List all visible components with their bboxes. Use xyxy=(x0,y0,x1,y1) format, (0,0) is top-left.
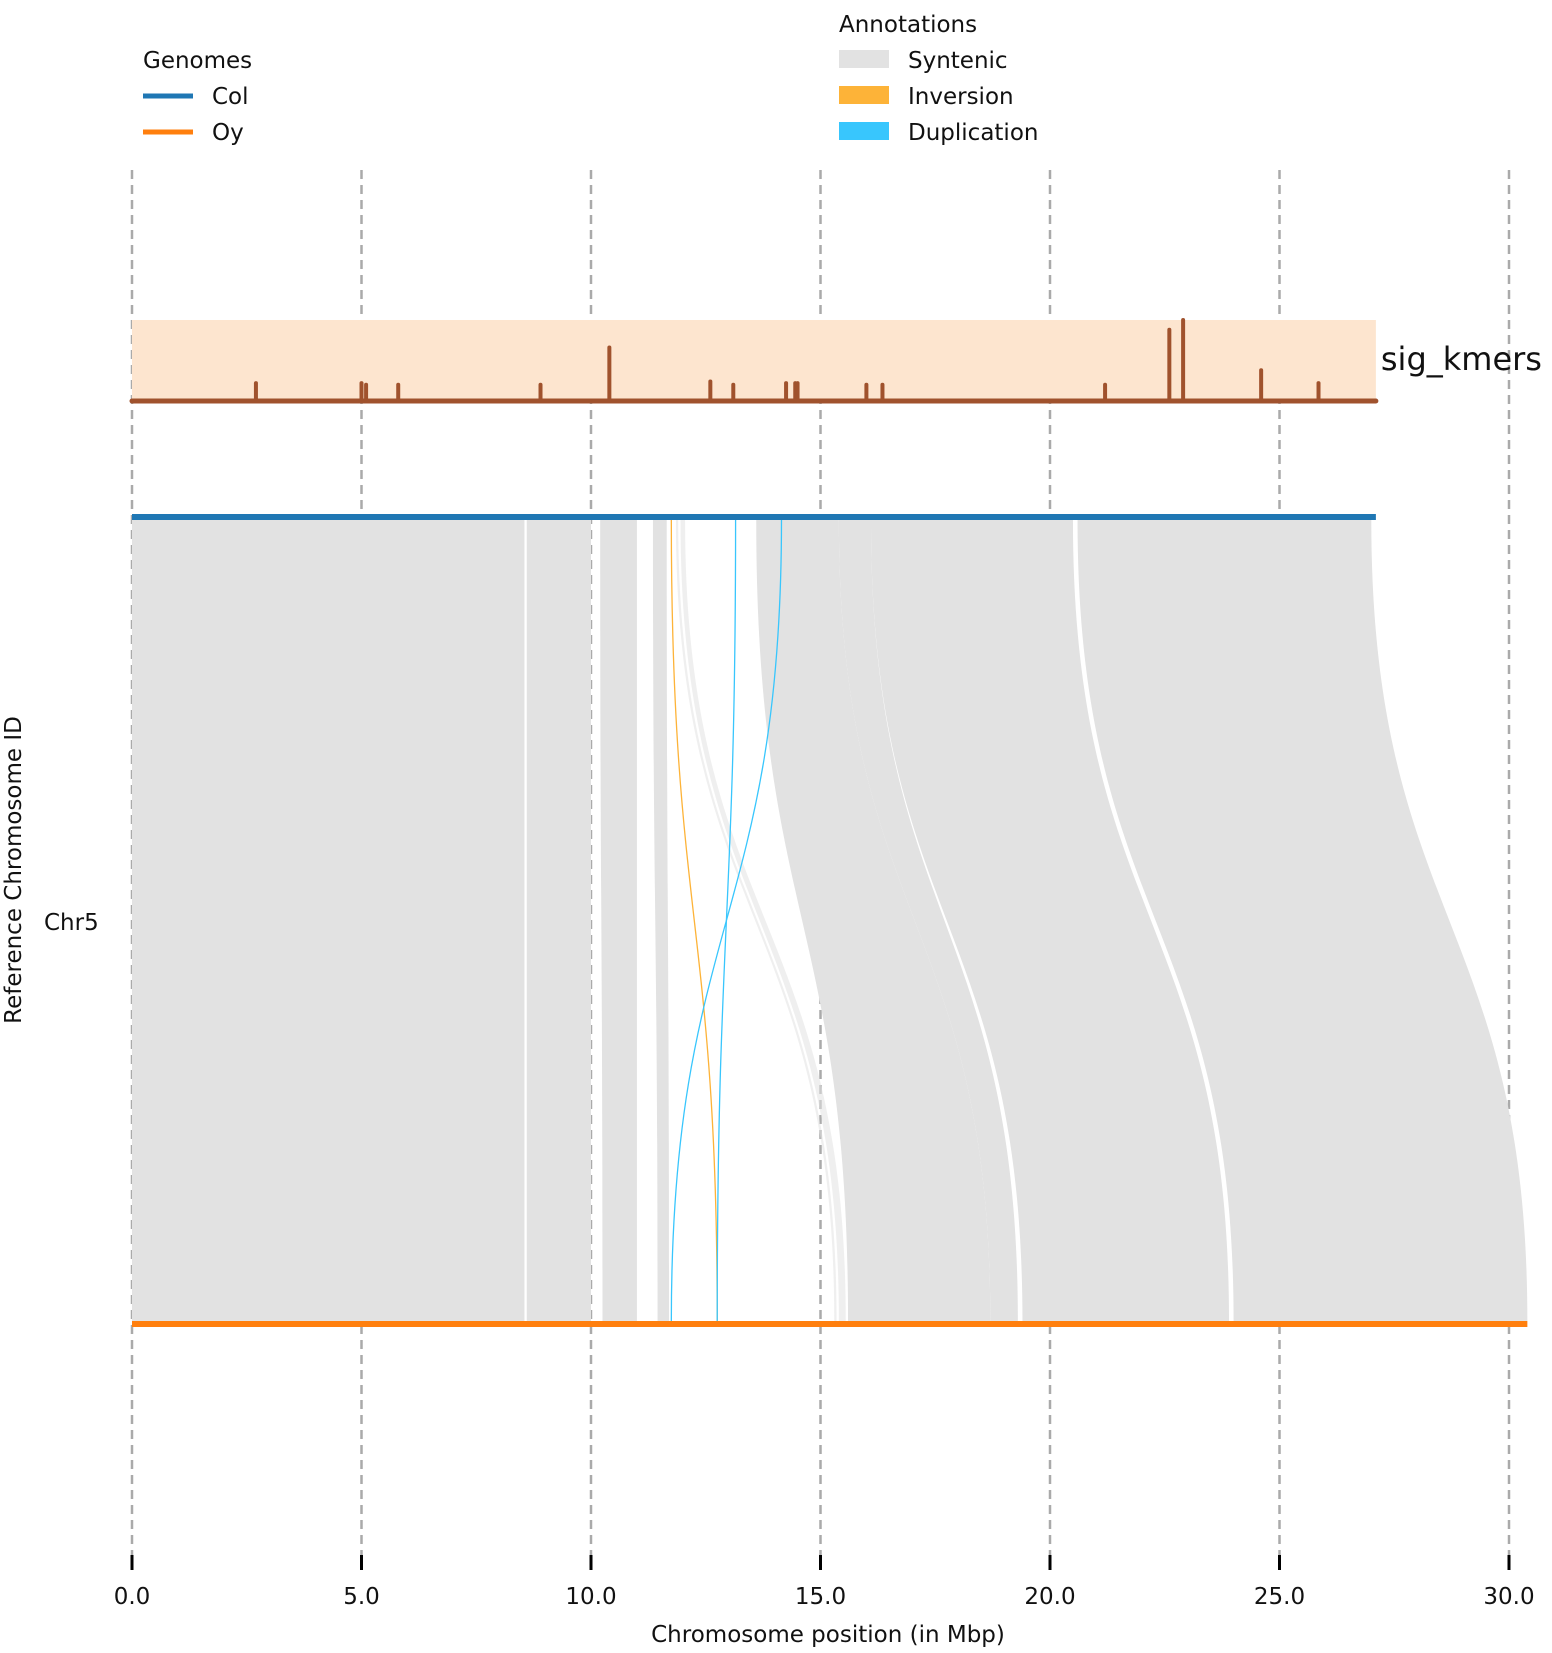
duplication-link xyxy=(716,519,737,1322)
syntenic-block xyxy=(756,520,991,1321)
x-axis-label: Chromosome position (in Mbp) xyxy=(651,1622,1005,1648)
syntenic-block xyxy=(652,520,670,1321)
legend-genomes: Genomes Col Oy xyxy=(143,48,252,146)
x-tick-label: 5.0 xyxy=(343,1584,380,1610)
legend-swatch-syntenic xyxy=(839,50,889,68)
syntenic-link xyxy=(680,520,846,1321)
legend-label-col: Col xyxy=(212,84,249,110)
sv-links xyxy=(670,519,783,1322)
track-background xyxy=(132,320,1376,401)
legend-swatch-duplication xyxy=(839,122,889,140)
x-axis: 0.0 5.0 10.0 15.0 20.0 25.0 30.0 xyxy=(114,1555,1535,1610)
y-axis-label: Reference Chromosome ID xyxy=(1,716,27,1024)
x-tick-label: 10.0 xyxy=(565,1584,616,1610)
sig-kmers-track: sig_kmers xyxy=(129,318,1542,404)
inversion-link xyxy=(670,519,718,1322)
track-label: sig_kmers xyxy=(1381,340,1542,378)
syntenic-block xyxy=(526,520,591,1321)
track-peaks xyxy=(129,318,1379,404)
syntenic-link xyxy=(675,520,837,1321)
legend-label-inversion: Inversion xyxy=(908,84,1014,110)
syntenic-block xyxy=(870,520,1230,1321)
syntenic-block xyxy=(132,520,525,1321)
genome-lines xyxy=(132,514,1528,1327)
legend-genomes-title: Genomes xyxy=(143,48,252,74)
syntenic-block xyxy=(838,520,1018,1321)
legend-annotations: Annotations Syntenic Inversion Duplicati… xyxy=(839,12,1038,146)
syntenic-block xyxy=(1077,520,1528,1321)
legend-label-syntenic: Syntenic xyxy=(908,48,1008,74)
syntenic-block xyxy=(600,520,637,1321)
legend-annotations-title: Annotations xyxy=(839,12,977,38)
legend-label-duplication: Duplication xyxy=(908,120,1038,146)
syntenic-blocks xyxy=(132,520,1528,1321)
chromosome-label: Chr5 xyxy=(44,910,99,936)
x-tick-label: 0.0 xyxy=(114,1584,151,1610)
x-tick-label: 20.0 xyxy=(1024,1584,1075,1610)
x-tick-label: 30.0 xyxy=(1483,1584,1534,1610)
legend-label-oy: Oy xyxy=(212,120,244,146)
x-tick-label: 25.0 xyxy=(1254,1584,1305,1610)
x-tick-label: 15.0 xyxy=(795,1584,846,1610)
legend-swatch-inversion xyxy=(839,86,889,104)
